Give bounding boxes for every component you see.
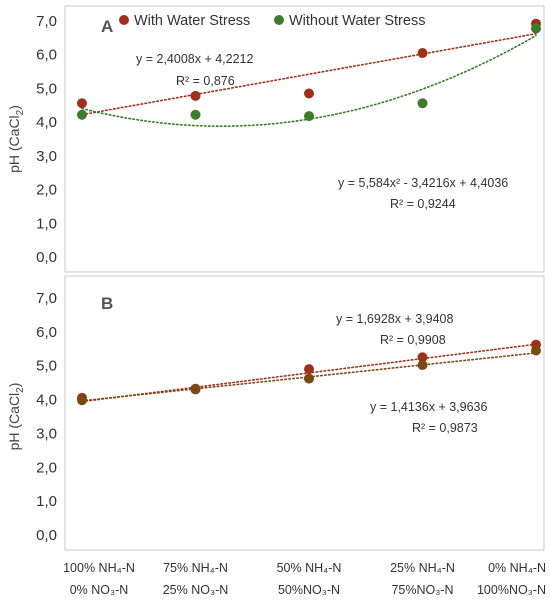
y-tick-label: 5,0 xyxy=(36,358,57,375)
legend-entry: Without Water Stress xyxy=(289,13,425,29)
data-point xyxy=(304,364,314,375)
plot-frame xyxy=(64,275,545,551)
data-point xyxy=(531,345,541,356)
x-category-label: 25% NO₃-N xyxy=(163,583,229,597)
data-point xyxy=(417,352,428,363)
data-point xyxy=(77,395,87,406)
y-tick-label: 4,0 xyxy=(36,114,57,131)
panel-label: A xyxy=(101,17,113,36)
legend-marker xyxy=(119,15,129,25)
trendline-equation: y = 5,584x² - 3,4216x + 4,4036 xyxy=(338,176,508,190)
trendline-equation: y = 1,4136x + 3,9636 xyxy=(370,400,488,414)
data-point xyxy=(190,90,201,101)
trendline-equation: y = 1,6928x + 3,9408 xyxy=(336,312,454,326)
plot-frame xyxy=(64,5,545,273)
trendline-r2: R² = 0,9873 xyxy=(412,421,478,435)
y-tick-label: 0,0 xyxy=(36,249,57,266)
y-tick-label: 1,0 xyxy=(36,215,57,232)
data-point xyxy=(417,48,428,59)
legend-entry: With Water Stress xyxy=(134,13,250,29)
x-category-label: 0% NH₄-N xyxy=(488,561,546,575)
y-tick-label: 4,0 xyxy=(36,392,57,409)
panel-label: B xyxy=(101,294,113,313)
y-tick-label: 2,0 xyxy=(36,182,57,199)
x-category-label: 75%NO₃-N xyxy=(391,583,453,597)
data-point xyxy=(417,98,428,109)
y-axis-label: pH (CaCl2) xyxy=(6,105,26,173)
x-category-label: 100%NO₃-N xyxy=(477,583,546,597)
y-tick-label: 6,0 xyxy=(36,47,57,64)
y-tick-label: 1,0 xyxy=(36,493,57,510)
x-category-label: 0% NO₃-N xyxy=(70,583,129,597)
x-category-label: 50%NO₃-N xyxy=(278,583,340,597)
data-point xyxy=(304,111,314,122)
y-tick-label: 5,0 xyxy=(36,80,57,97)
trendline xyxy=(81,32,537,116)
trendline-r2: R² = 0,9244 xyxy=(390,197,456,211)
y-tick-label: 7,0 xyxy=(36,13,57,30)
x-category-label: 25% NH₄-N xyxy=(390,561,455,575)
y-tick-label: 3,0 xyxy=(36,148,57,165)
data-point xyxy=(531,23,541,34)
y-tick-label: 7,0 xyxy=(36,290,57,307)
y-tick-label: 0,0 xyxy=(36,527,57,544)
data-point xyxy=(304,88,314,99)
y-tick-label: 3,0 xyxy=(36,425,57,442)
y-tick-label: 2,0 xyxy=(36,459,57,476)
trendline-equation: y = 2,4008x + 4,2212 xyxy=(136,52,254,66)
data-point xyxy=(417,360,428,371)
y-axis-label: pH (CaCl2) xyxy=(6,383,26,451)
data-point xyxy=(190,384,201,395)
x-category-label: 100% NH₄-N xyxy=(63,561,135,575)
chart-panel-b: 0,0 1,0 2,0 3,0 4,0 5,0 6,0 7,0 pH (CaCl2) By = 1… xyxy=(6,275,546,597)
data-point xyxy=(304,373,314,384)
trendline-r2: R² = 0,9908 xyxy=(380,333,446,347)
data-point xyxy=(190,109,201,120)
y-tick-label: 6,0 xyxy=(36,324,57,341)
x-category-label: 50% NH₄-N xyxy=(277,561,342,575)
chart-panel-a: 0,0 1,0 2,0 3,0 4,0 5,0 6,0 7,0 pH (CaCl2) Ay = 2… xyxy=(6,5,545,273)
legend-marker xyxy=(274,15,284,25)
trendline-r2: R² = 0,876 xyxy=(176,74,235,88)
data-point xyxy=(77,109,87,120)
data-point xyxy=(77,98,87,109)
x-category-label: 75% NH₄-N xyxy=(163,561,228,575)
